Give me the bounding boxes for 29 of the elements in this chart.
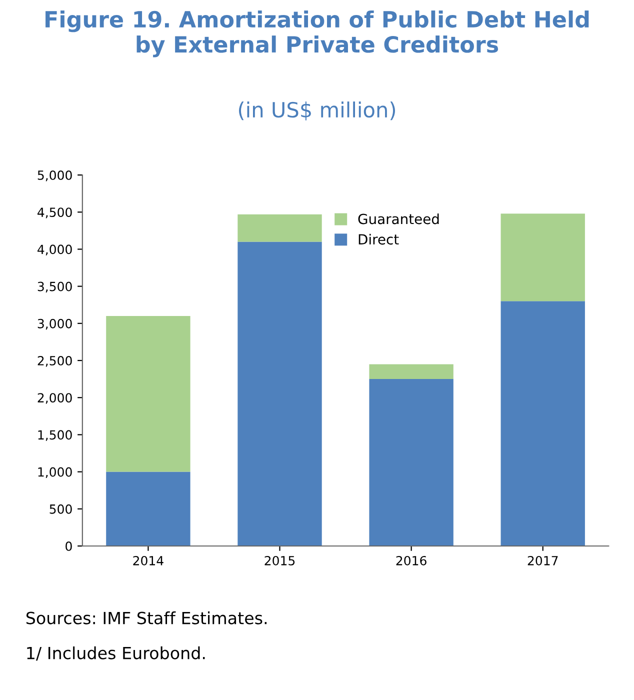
x-tick-label: 2017 (528, 556, 558, 566)
legend-label: Guaranteed (358, 213, 439, 224)
y-tick-label: 4,000 (38, 244, 72, 256)
bar (106, 316, 190, 472)
x-tick-label: 2014 (133, 556, 164, 566)
bar (500, 214, 585, 302)
y-tick-label: 4,500 (38, 208, 72, 218)
y-tick-label: 3,000 (38, 318, 72, 330)
y-tick-label: 1,000 (38, 467, 72, 478)
chart-title: Figure 19. Amortization of Public Debt Held by External Private Creditors (46, 10, 589, 58)
y-tick-label: 0 (66, 541, 72, 551)
y-tick-label: 500 (50, 504, 72, 514)
text: 1/ Includes Eurobond. (27, 646, 205, 661)
x-tick-label: 2015 (264, 556, 295, 566)
y-tick-label: 2,500 (38, 356, 72, 367)
chart-subtitle: (in US$ million) (238, 102, 396, 120)
y-tick-label: 2,000 (38, 393, 72, 404)
y-tick-label: 3,500 (38, 282, 72, 292)
bar (238, 242, 322, 546)
bar (238, 214, 322, 242)
source-note: Sources: IMF Staff Estimates. (26, 611, 267, 624)
bar (106, 472, 190, 546)
x-tick-label: 2016 (396, 556, 426, 566)
legend-label: Direct (358, 234, 399, 245)
bar (500, 301, 585, 546)
bar (369, 379, 454, 546)
y-tick-label: 1,500 (38, 430, 72, 441)
y-tick-label: 5,000 (38, 170, 72, 182)
bar (369, 364, 454, 380)
